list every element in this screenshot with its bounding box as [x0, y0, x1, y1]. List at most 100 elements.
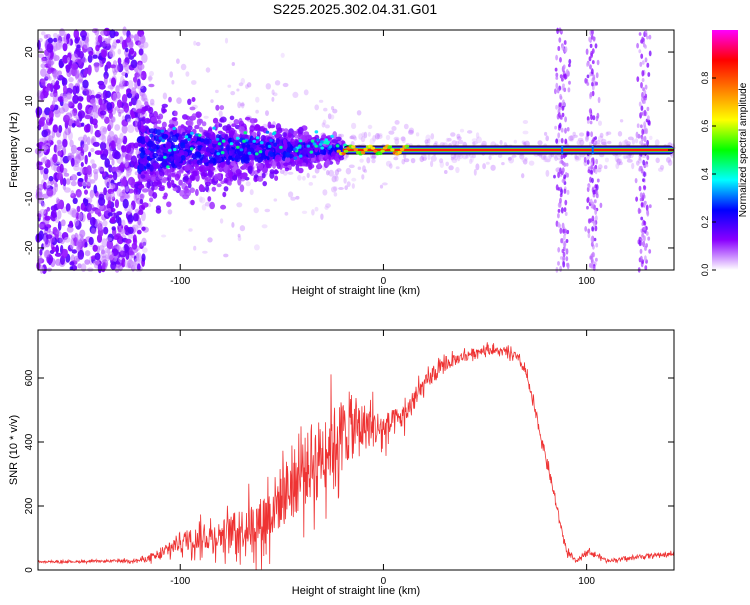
spectrogram-cell	[91, 163, 97, 169]
spectrogram-cell	[240, 172, 248, 179]
spectrogram-cell	[666, 157, 671, 163]
spectrogram-cell	[585, 136, 589, 142]
spectrogram-cell	[239, 184, 245, 193]
spectrogram-cell	[334, 175, 339, 182]
spectrogram-cell	[560, 127, 564, 133]
spectrogram-cell	[45, 249, 50, 258]
spectrogram-cell	[592, 115, 596, 121]
spectrogram-cell	[637, 207, 641, 214]
spectrogram-cell	[63, 39, 68, 44]
spectrogram-cell	[224, 151, 228, 158]
spectrogram-cell	[141, 226, 146, 231]
spectrogram-cell	[646, 211, 650, 217]
spectrogram-cell	[439, 161, 444, 168]
spectrogram-cell	[126, 88, 132, 93]
spectrogram-cell	[229, 142, 234, 146]
spectrogram-cell	[124, 144, 132, 154]
spectrogram-cell	[372, 135, 377, 142]
spectrogram-cell	[626, 153, 631, 160]
spectrogram-cell	[53, 32, 58, 38]
spectrogram-cell	[53, 71, 57, 80]
spectrogram-cell	[408, 127, 415, 134]
spectrogram-cell	[118, 83, 126, 88]
spectrogram-cell	[194, 133, 199, 137]
spectrogram-cell	[54, 252, 62, 257]
spectrogram-cell	[107, 212, 113, 217]
spectrogram-cell	[599, 202, 603, 208]
spectrogram-cell	[253, 174, 259, 179]
spectrogram-cell	[554, 125, 557, 130]
spectrogram-cell	[102, 90, 108, 100]
spectrogram-cell	[635, 196, 638, 202]
spectrogram-cell	[77, 152, 85, 161]
spectrogram-cell	[591, 48, 595, 54]
spectrogram-cell	[93, 184, 98, 194]
spectrogram-cell	[273, 170, 279, 175]
spectrogram-cell	[331, 175, 337, 183]
spectrogram-cell	[140, 174, 146, 179]
spectrogram-cell	[528, 160, 535, 166]
carrier-line-band	[342, 148, 674, 152]
spectrogram-cell	[556, 87, 560, 94]
spectrogram-cell	[589, 43, 593, 49]
spectrogram-cell	[108, 130, 115, 141]
spectrogram-cell	[81, 181, 88, 187]
spectrogram-cell	[561, 105, 565, 111]
spectrogram-cell	[193, 245, 197, 251]
spectrogram-cell	[558, 122, 562, 129]
spectrogram-cell	[148, 83, 155, 88]
spectrogram-cell	[336, 149, 341, 153]
carrier-gap	[561, 146, 564, 154]
spectrogram-cell	[38, 230, 44, 241]
spectrogram-cell	[148, 106, 154, 115]
spectrogram-cell	[393, 156, 399, 161]
spectrogram-cell	[191, 170, 198, 177]
spectrogram-cell	[171, 80, 175, 85]
spectrogram-cell	[217, 172, 222, 180]
spectrogram-cell	[139, 152, 144, 158]
spectrogram-cell	[248, 165, 253, 171]
spectrogram-cell	[149, 164, 154, 172]
spectrogram-cell	[558, 112, 561, 118]
spectrogram-cell	[137, 29, 145, 37]
spectrogram-cell	[106, 102, 113, 111]
spectrogram-cell	[594, 136, 597, 141]
spectrogram-cell	[82, 134, 88, 143]
spectrogram-cell	[79, 236, 85, 247]
spectrogram-cell	[249, 118, 256, 124]
spectrogram-cell	[117, 48, 122, 55]
spectrogram-cell	[261, 172, 266, 179]
spectrogram-cell	[162, 176, 167, 184]
spectrogram-cell	[261, 224, 268, 229]
spectrogram-cell	[293, 147, 297, 151]
spectrogram-cell	[640, 82, 643, 89]
spectrogram-cell	[218, 168, 223, 173]
spectrogram-cell	[400, 136, 406, 142]
spectrogram-cell	[588, 108, 592, 114]
spectrogram-cell	[199, 197, 206, 204]
spectrogram-cell	[191, 153, 197, 160]
spectrogram-cell	[284, 167, 289, 172]
spectrogram-cell	[239, 225, 246, 232]
spectrogram-cell	[188, 228, 193, 232]
spectrogram-cell	[600, 138, 607, 146]
spectrogram-cell	[123, 102, 130, 113]
spectrogram-cell	[209, 148, 216, 154]
spectrogram-cell	[183, 175, 189, 181]
spectrogram-cell	[594, 208, 598, 215]
spectrogram-cell	[140, 85, 147, 93]
spectrogram-cell	[540, 153, 547, 160]
spectrogram-cell	[50, 205, 58, 212]
spectrogram-y-label: Frequency (Hz)	[8, 112, 20, 188]
spectrogram-cell	[97, 167, 105, 172]
spectrogram-cell	[127, 80, 134, 89]
spectrogram-cell	[207, 170, 213, 178]
spectrogram-cell	[638, 240, 642, 247]
spectrogram-cell	[283, 142, 288, 150]
spectrogram-cell	[41, 31, 46, 36]
spectrogram-cell	[595, 81, 598, 86]
spectrogram-cell	[562, 83, 565, 88]
spectrogram-cell	[643, 90, 647, 94]
spectrogram-cell	[134, 80, 138, 90]
